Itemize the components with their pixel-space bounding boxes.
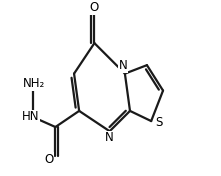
Text: O: O xyxy=(90,1,99,14)
Text: N: N xyxy=(105,131,114,144)
Text: NH₂: NH₂ xyxy=(23,77,45,90)
Text: S: S xyxy=(155,116,162,129)
Text: O: O xyxy=(44,153,53,166)
Text: HN: HN xyxy=(22,110,40,123)
Text: N: N xyxy=(119,59,128,73)
